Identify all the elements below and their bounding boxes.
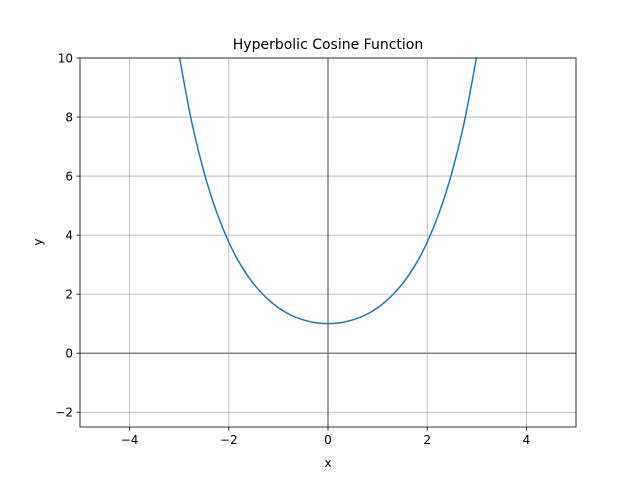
chart-title: Hyperbolic Cosine Function (233, 37, 423, 53)
series-lines (178, 58, 478, 325)
series-group (178, 58, 478, 325)
x-axis-label: x (324, 456, 331, 470)
y-tick-label: −2 (55, 406, 73, 420)
cosh-curve (178, 58, 478, 325)
x-tick-label: −2 (220, 433, 238, 447)
y-axis-label: y (31, 238, 45, 245)
y-tick-label: 10 (58, 52, 73, 66)
y-tick-label: 2 (65, 288, 73, 302)
x-tick-label: −4 (121, 433, 139, 447)
y-tick-label: 4 (65, 229, 73, 243)
x-tick-label: 0 (324, 433, 332, 447)
y-tick-label: 6 (65, 170, 73, 184)
y-tick-label: 8 (65, 111, 73, 125)
y-tick-label: 0 (65, 347, 73, 361)
x-tick-label: 4 (523, 433, 531, 447)
axis-ticks: −4 −2 0 2 4 −2 0 2 4 6 8 10 (55, 52, 530, 448)
reference-lines (80, 58, 576, 427)
x-tick-label: 2 (423, 433, 431, 447)
